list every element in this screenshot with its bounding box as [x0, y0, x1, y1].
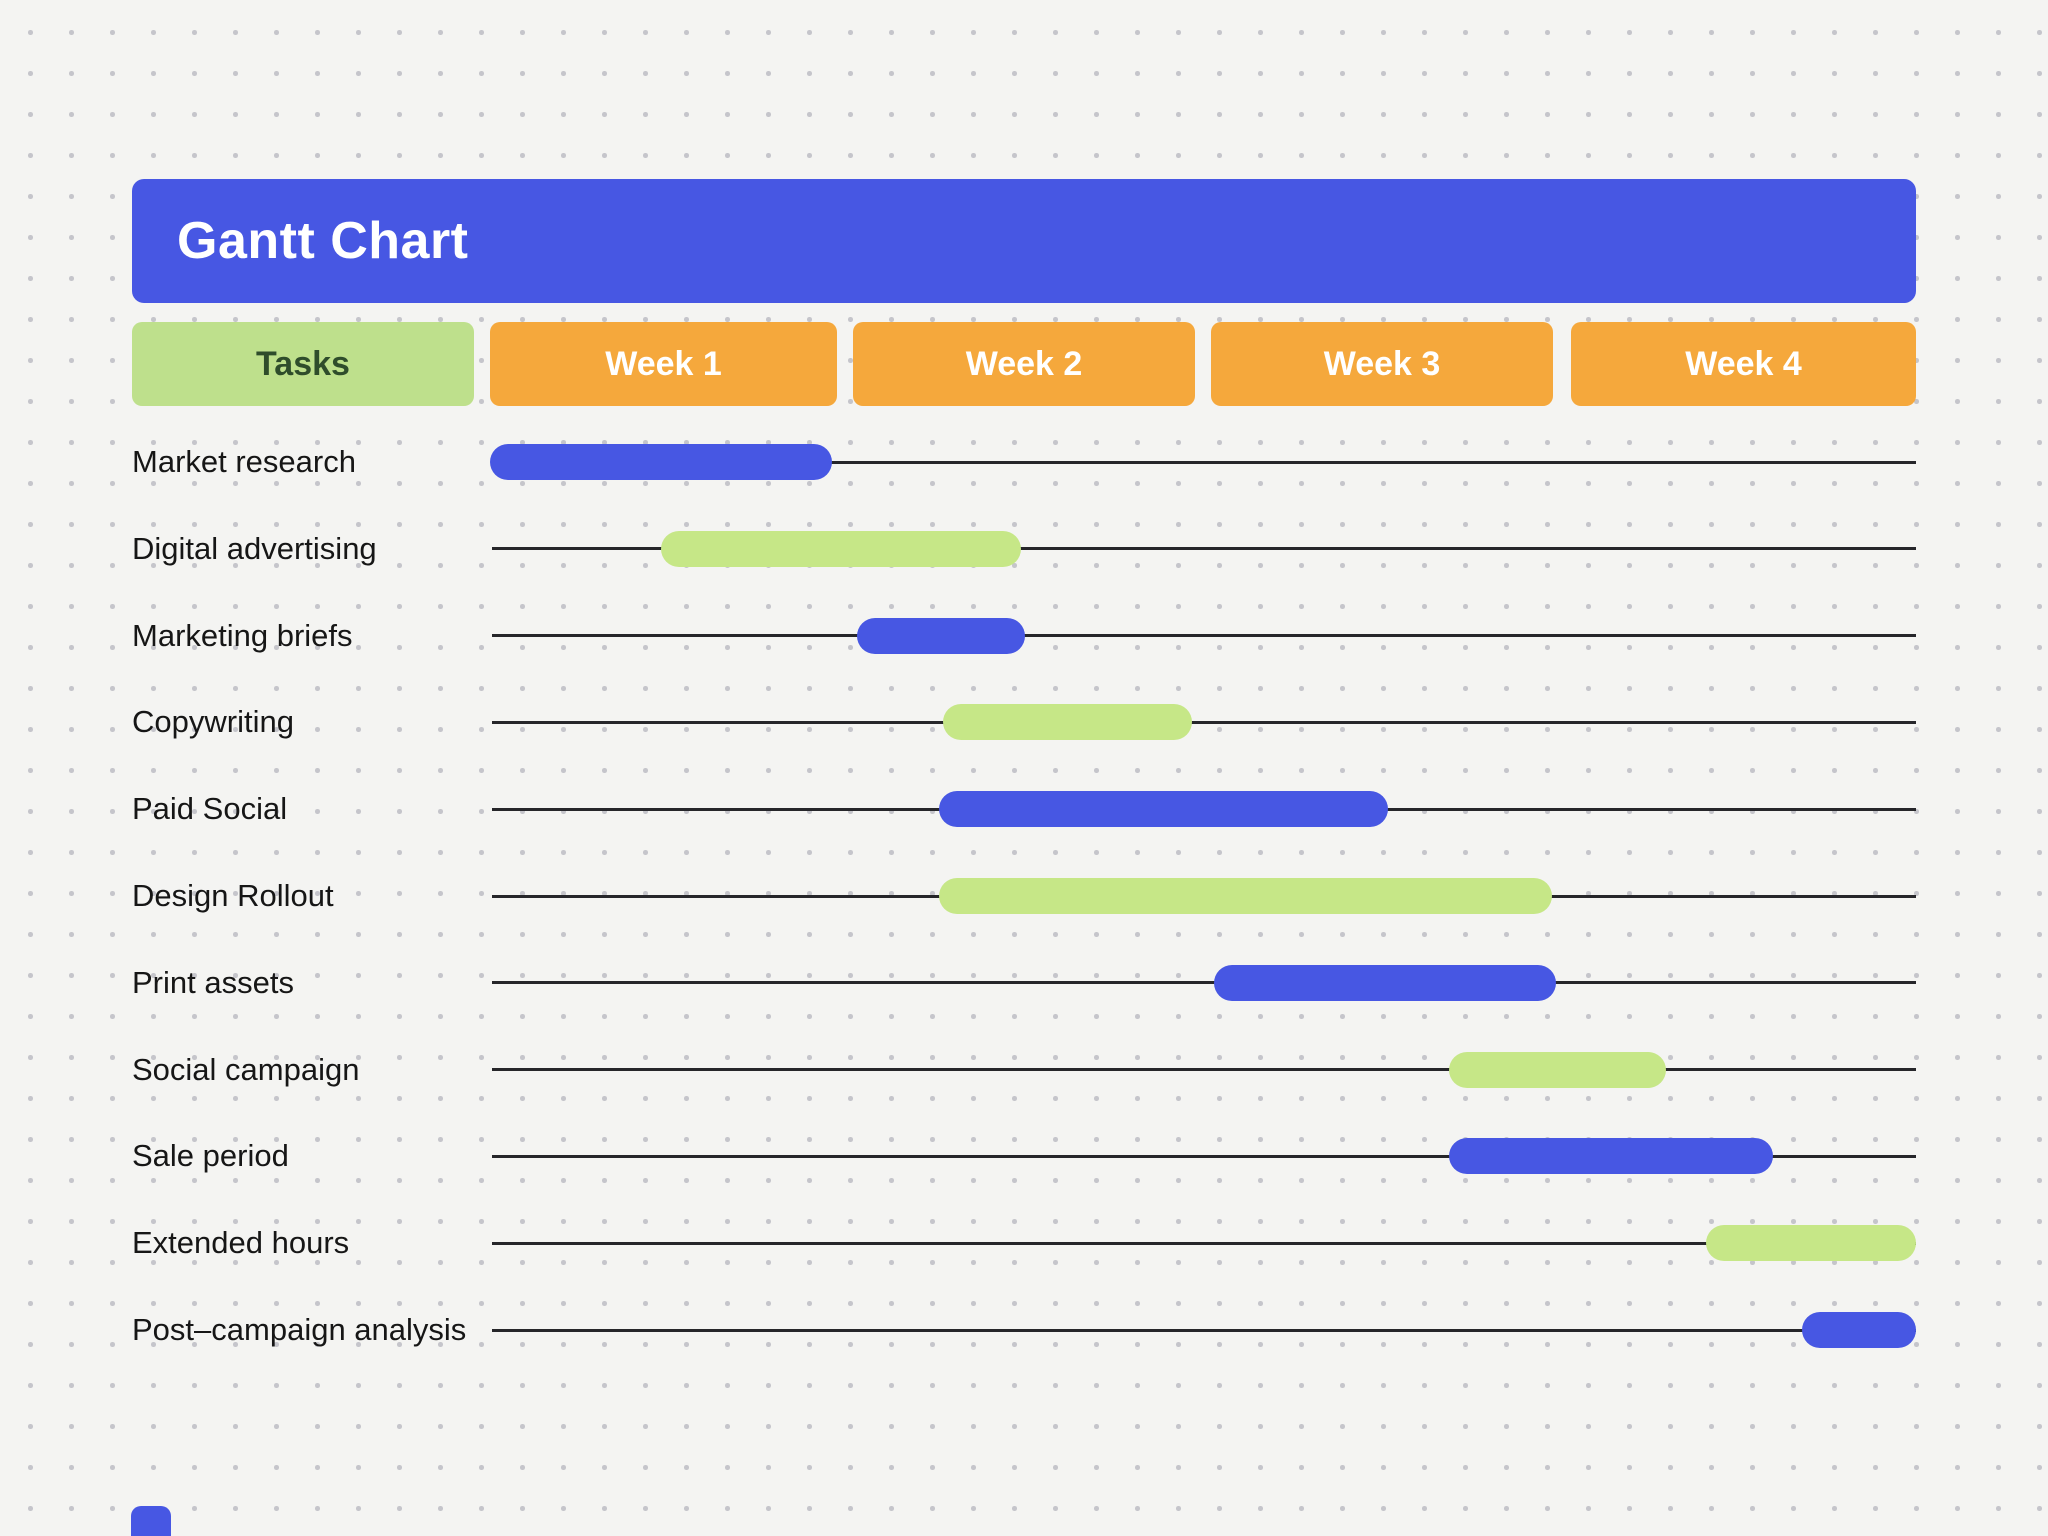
task-bar: [1448, 1138, 1774, 1175]
column-header-week-2-label: Week 2: [965, 344, 1083, 383]
task-label: Paid Social: [132, 791, 288, 827]
title-bar: Gantt Chart: [132, 179, 1916, 303]
task-bar: [942, 704, 1193, 741]
page-title: Gantt Chart: [177, 212, 469, 270]
task-label: Extended hours: [132, 1225, 350, 1261]
task-timeline-line: [492, 634, 1916, 638]
task-label: Print assets: [132, 964, 294, 1000]
task-label: Sale period: [132, 1138, 289, 1174]
task-label: Post–campaign analysis: [132, 1312, 467, 1347]
task-label: Design Rollout: [132, 878, 334, 913]
task-bar: [939, 878, 1553, 914]
task-timeline-line: [492, 981, 1916, 985]
task-timeline-line: [492, 720, 1916, 724]
task-bar: [661, 530, 1022, 567]
column-header-week-3: Week 3: [1211, 322, 1553, 406]
task-bar: [1213, 964, 1556, 1001]
task-timeline-line: [492, 1241, 1916, 1245]
column-header-week-4: Week 4: [1571, 322, 1916, 406]
task-bar: [1705, 1225, 1916, 1262]
corner-accent: [131, 1506, 171, 1536]
task-label: Market research: [132, 444, 356, 479]
task-label: Copywriting: [132, 704, 294, 740]
column-header-week-3-label: Week 3: [1323, 344, 1441, 383]
task-timeline-line: [492, 1068, 1916, 1072]
column-header-tasks: Tasks: [132, 322, 474, 406]
task-timeline-line: [492, 1328, 1916, 1332]
task-bar: [939, 791, 1389, 828]
task-label: Marketing briefs: [132, 617, 353, 653]
column-header-tasks-label: Tasks: [256, 344, 350, 383]
task-bar: [857, 617, 1025, 654]
task-label: Social campaign: [132, 1051, 360, 1087]
task-bar: [1801, 1312, 1916, 1348]
task-bar: [490, 444, 833, 480]
column-header-week-2: Week 2: [853, 322, 1195, 406]
column-header-week-1-label: Week 1: [605, 344, 722, 383]
task-timeline-line: [492, 547, 1916, 551]
task-bar: [1448, 1051, 1667, 1088]
column-header-week-1: Week 1: [490, 322, 837, 406]
column-header-week-4-label: Week 4: [1685, 344, 1802, 383]
task-timeline-line: [492, 460, 1916, 464]
task-label: Digital advertising: [132, 530, 377, 566]
task-timeline-line: [492, 1154, 1916, 1158]
